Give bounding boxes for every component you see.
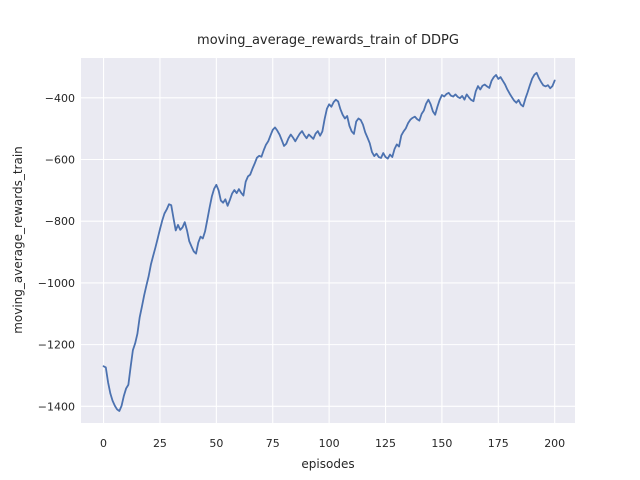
x-tick-label: 125 (375, 437, 396, 450)
y-tick-label: −1400 (38, 400, 75, 413)
x-tick-label: 200 (544, 437, 565, 450)
x-tick-label: 75 (266, 437, 280, 450)
chart-title: moving_average_rewards_train of DDPG (197, 33, 459, 48)
grid-lines (81, 58, 575, 423)
y-tick-label: −800 (45, 215, 75, 228)
y-tick-labels: −400 −600 −800 −1000 −1200 −1400 (38, 92, 75, 414)
x-tick-label: 0 (100, 437, 107, 450)
y-tick-label: −400 (45, 92, 75, 105)
x-tick-label: 25 (153, 437, 167, 450)
y-tick-label: −1000 (38, 277, 75, 290)
y-tick-label: −1200 (38, 339, 75, 352)
y-axis-label: moving_average_rewards_train (11, 146, 25, 334)
reward-line (102, 71, 556, 412)
y-tick-label: −600 (45, 154, 75, 167)
x-tick-label: 175 (488, 437, 509, 450)
x-tick-label: 100 (319, 437, 340, 450)
x-tick-labels: 0 25 50 75 100 125 150 175 200 (100, 437, 565, 450)
x-tick-label: 50 (209, 437, 223, 450)
plot-area (81, 58, 575, 423)
x-axis-label: episodes (301, 457, 354, 471)
x-tick-label: 150 (431, 437, 452, 450)
data-series (102, 71, 556, 412)
